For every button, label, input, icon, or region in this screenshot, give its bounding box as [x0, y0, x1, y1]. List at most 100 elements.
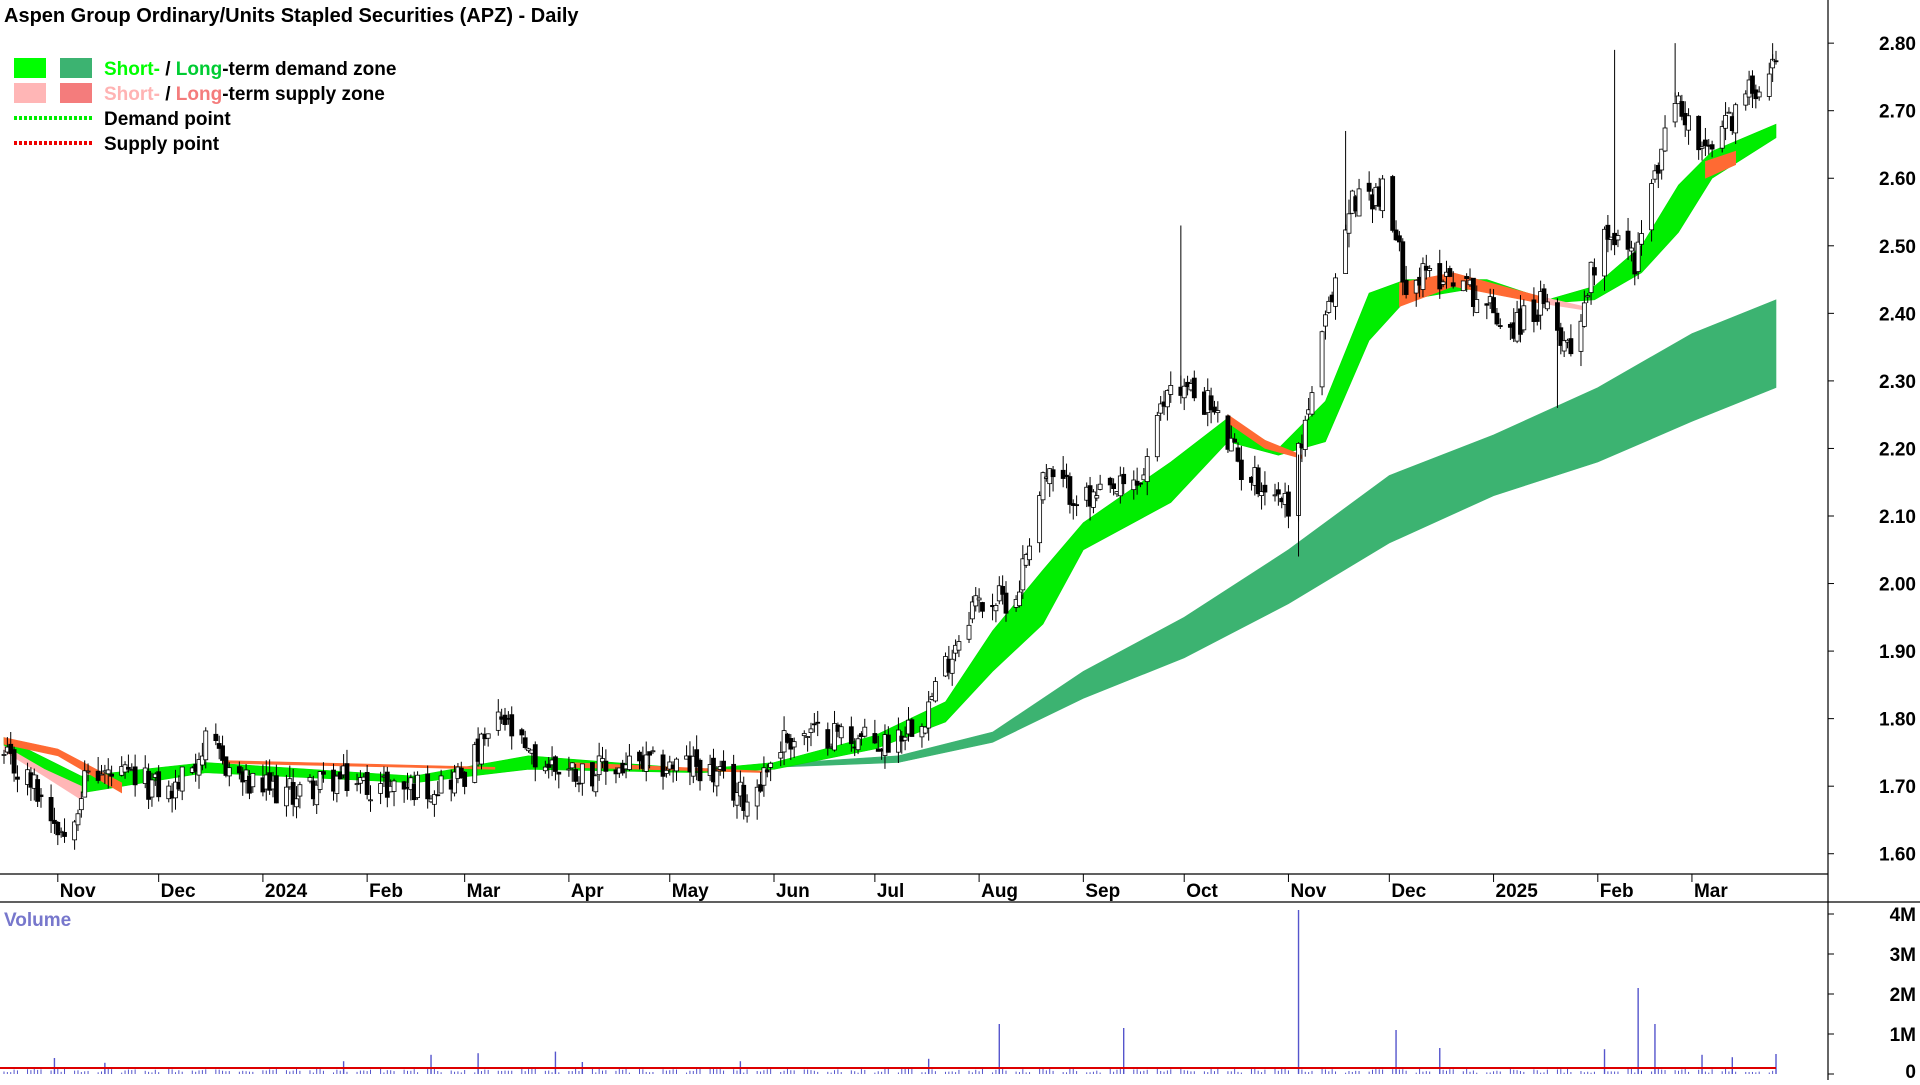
- price-tick-label: 1.70: [1879, 777, 1916, 798]
- candle: [1117, 466, 1123, 504]
- candle: [462, 770, 468, 795]
- candle-body: [1719, 126, 1725, 149]
- candle-body: [1208, 395, 1214, 411]
- candle-body: [980, 602, 985, 612]
- volume-tick-label: 1M: [1890, 1025, 1916, 1046]
- candle-body: [973, 595, 979, 607]
- time-tick-label: Mar: [467, 881, 501, 902]
- candle-body: [307, 777, 313, 782]
- candle-body: [1450, 282, 1456, 287]
- candle: [149, 772, 155, 807]
- candle-body: [808, 728, 814, 733]
- candle-body: [35, 779, 41, 802]
- candle-body: [1484, 303, 1490, 306]
- candle: [1474, 285, 1480, 314]
- candle-body: [778, 752, 784, 759]
- candle-body: [1497, 325, 1503, 327]
- candle-body: [721, 760, 726, 772]
- candle: [8, 731, 14, 765]
- candlesticks: [1, 43, 1779, 850]
- candle: [1652, 164, 1658, 183]
- candle: [1464, 273, 1470, 292]
- candle: [1484, 303, 1490, 320]
- candle-body: [1, 754, 7, 756]
- candle: [1534, 309, 1540, 326]
- candle-body: [58, 830, 64, 833]
- time-tick-label: Jul: [877, 881, 904, 902]
- candle: [1393, 220, 1399, 241]
- candle-body: [462, 771, 468, 787]
- candle: [321, 762, 326, 783]
- candle: [1027, 538, 1032, 566]
- candle: [415, 771, 420, 800]
- candle: [1625, 217, 1631, 260]
- candle-body: [1743, 93, 1749, 106]
- candle-body: [78, 798, 84, 811]
- candle-body: [522, 737, 528, 749]
- candle-body: [1181, 385, 1187, 399]
- candle: [1561, 331, 1567, 358]
- candle-body: [1326, 300, 1332, 313]
- candle: [838, 723, 844, 745]
- candle: [778, 741, 784, 767]
- candle-body: [1168, 385, 1174, 395]
- candle: [1558, 322, 1564, 355]
- candle-body: [149, 779, 155, 798]
- candle: [758, 772, 763, 793]
- candle: [273, 764, 279, 804]
- candle-body: [334, 775, 340, 794]
- candle: [1050, 466, 1056, 492]
- price-tick-label: 2.30: [1879, 372, 1916, 393]
- candle: [815, 710, 821, 737]
- candle: [579, 763, 585, 796]
- candle: [627, 743, 632, 772]
- candle: [502, 707, 508, 731]
- price-axis: 1.60 1.70 1.80 1.90 2.00 2.10 2.20 2.30 2.40 2.50…: [1828, 34, 1916, 866]
- candle: [1427, 265, 1433, 278]
- candle-body: [805, 736, 811, 738]
- candle: [754, 779, 760, 820]
- candle-body: [1259, 491, 1264, 497]
- candle-body: [132, 766, 138, 786]
- candle-body: [62, 831, 67, 837]
- candle: [1585, 293, 1591, 304]
- candle-body: [1766, 73, 1772, 97]
- candle: [714, 766, 720, 797]
- candle-body: [502, 714, 508, 725]
- candle-body: [1302, 419, 1308, 450]
- time-tick-label: 2024: [265, 881, 308, 902]
- candle-body: [1491, 297, 1496, 314]
- candle: [1067, 472, 1073, 514]
- candle: [1447, 265, 1453, 278]
- candle: [1437, 249, 1443, 299]
- candle-body: [179, 766, 185, 792]
- candle-body: [697, 759, 703, 782]
- time-tick-label: 2025: [1496, 881, 1539, 902]
- candle: [126, 754, 131, 773]
- candle-body: [1494, 312, 1500, 325]
- candle-body: [1699, 146, 1705, 149]
- candle-body: [1541, 288, 1547, 305]
- candle: [243, 763, 249, 794]
- candle: [761, 756, 767, 797]
- candle: [1702, 127, 1708, 157]
- candle-body: [1275, 489, 1281, 495]
- candle-body: [105, 769, 111, 775]
- candle: [52, 807, 57, 834]
- candle-body: [415, 774, 420, 798]
- candle: [173, 769, 178, 810]
- price-tick-label: 2.40: [1879, 304, 1916, 325]
- candle: [48, 784, 54, 833]
- candle-body: [1111, 483, 1117, 490]
- candle-body: [317, 771, 323, 790]
- candle-body: [569, 762, 575, 769]
- candle-body: [1578, 320, 1584, 352]
- candle-body: [932, 681, 938, 702]
- candle: [75, 809, 81, 832]
- candle: [791, 737, 797, 758]
- price-tick-label: 2.50: [1879, 237, 1916, 258]
- candle: [674, 757, 679, 781]
- candle: [1635, 232, 1641, 280]
- candle: [902, 726, 908, 751]
